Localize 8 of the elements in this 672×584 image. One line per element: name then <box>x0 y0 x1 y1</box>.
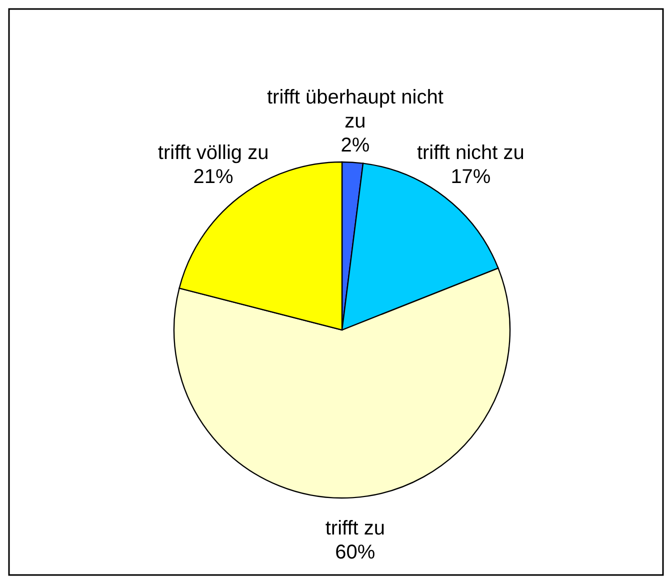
data-label: 60% <box>335 542 376 564</box>
slice-label: trifft überhaupt nicht zu <box>266 86 444 132</box>
slice-label: trifft nicht zu <box>416 142 524 164</box>
data-label: 21% <box>193 166 234 188</box>
data-label: 2% <box>340 134 370 156</box>
data-label: 17% <box>450 166 491 188</box>
slice-label: trifft zu <box>325 518 386 540</box>
slice-label: trifft völlig zu <box>158 142 269 164</box>
